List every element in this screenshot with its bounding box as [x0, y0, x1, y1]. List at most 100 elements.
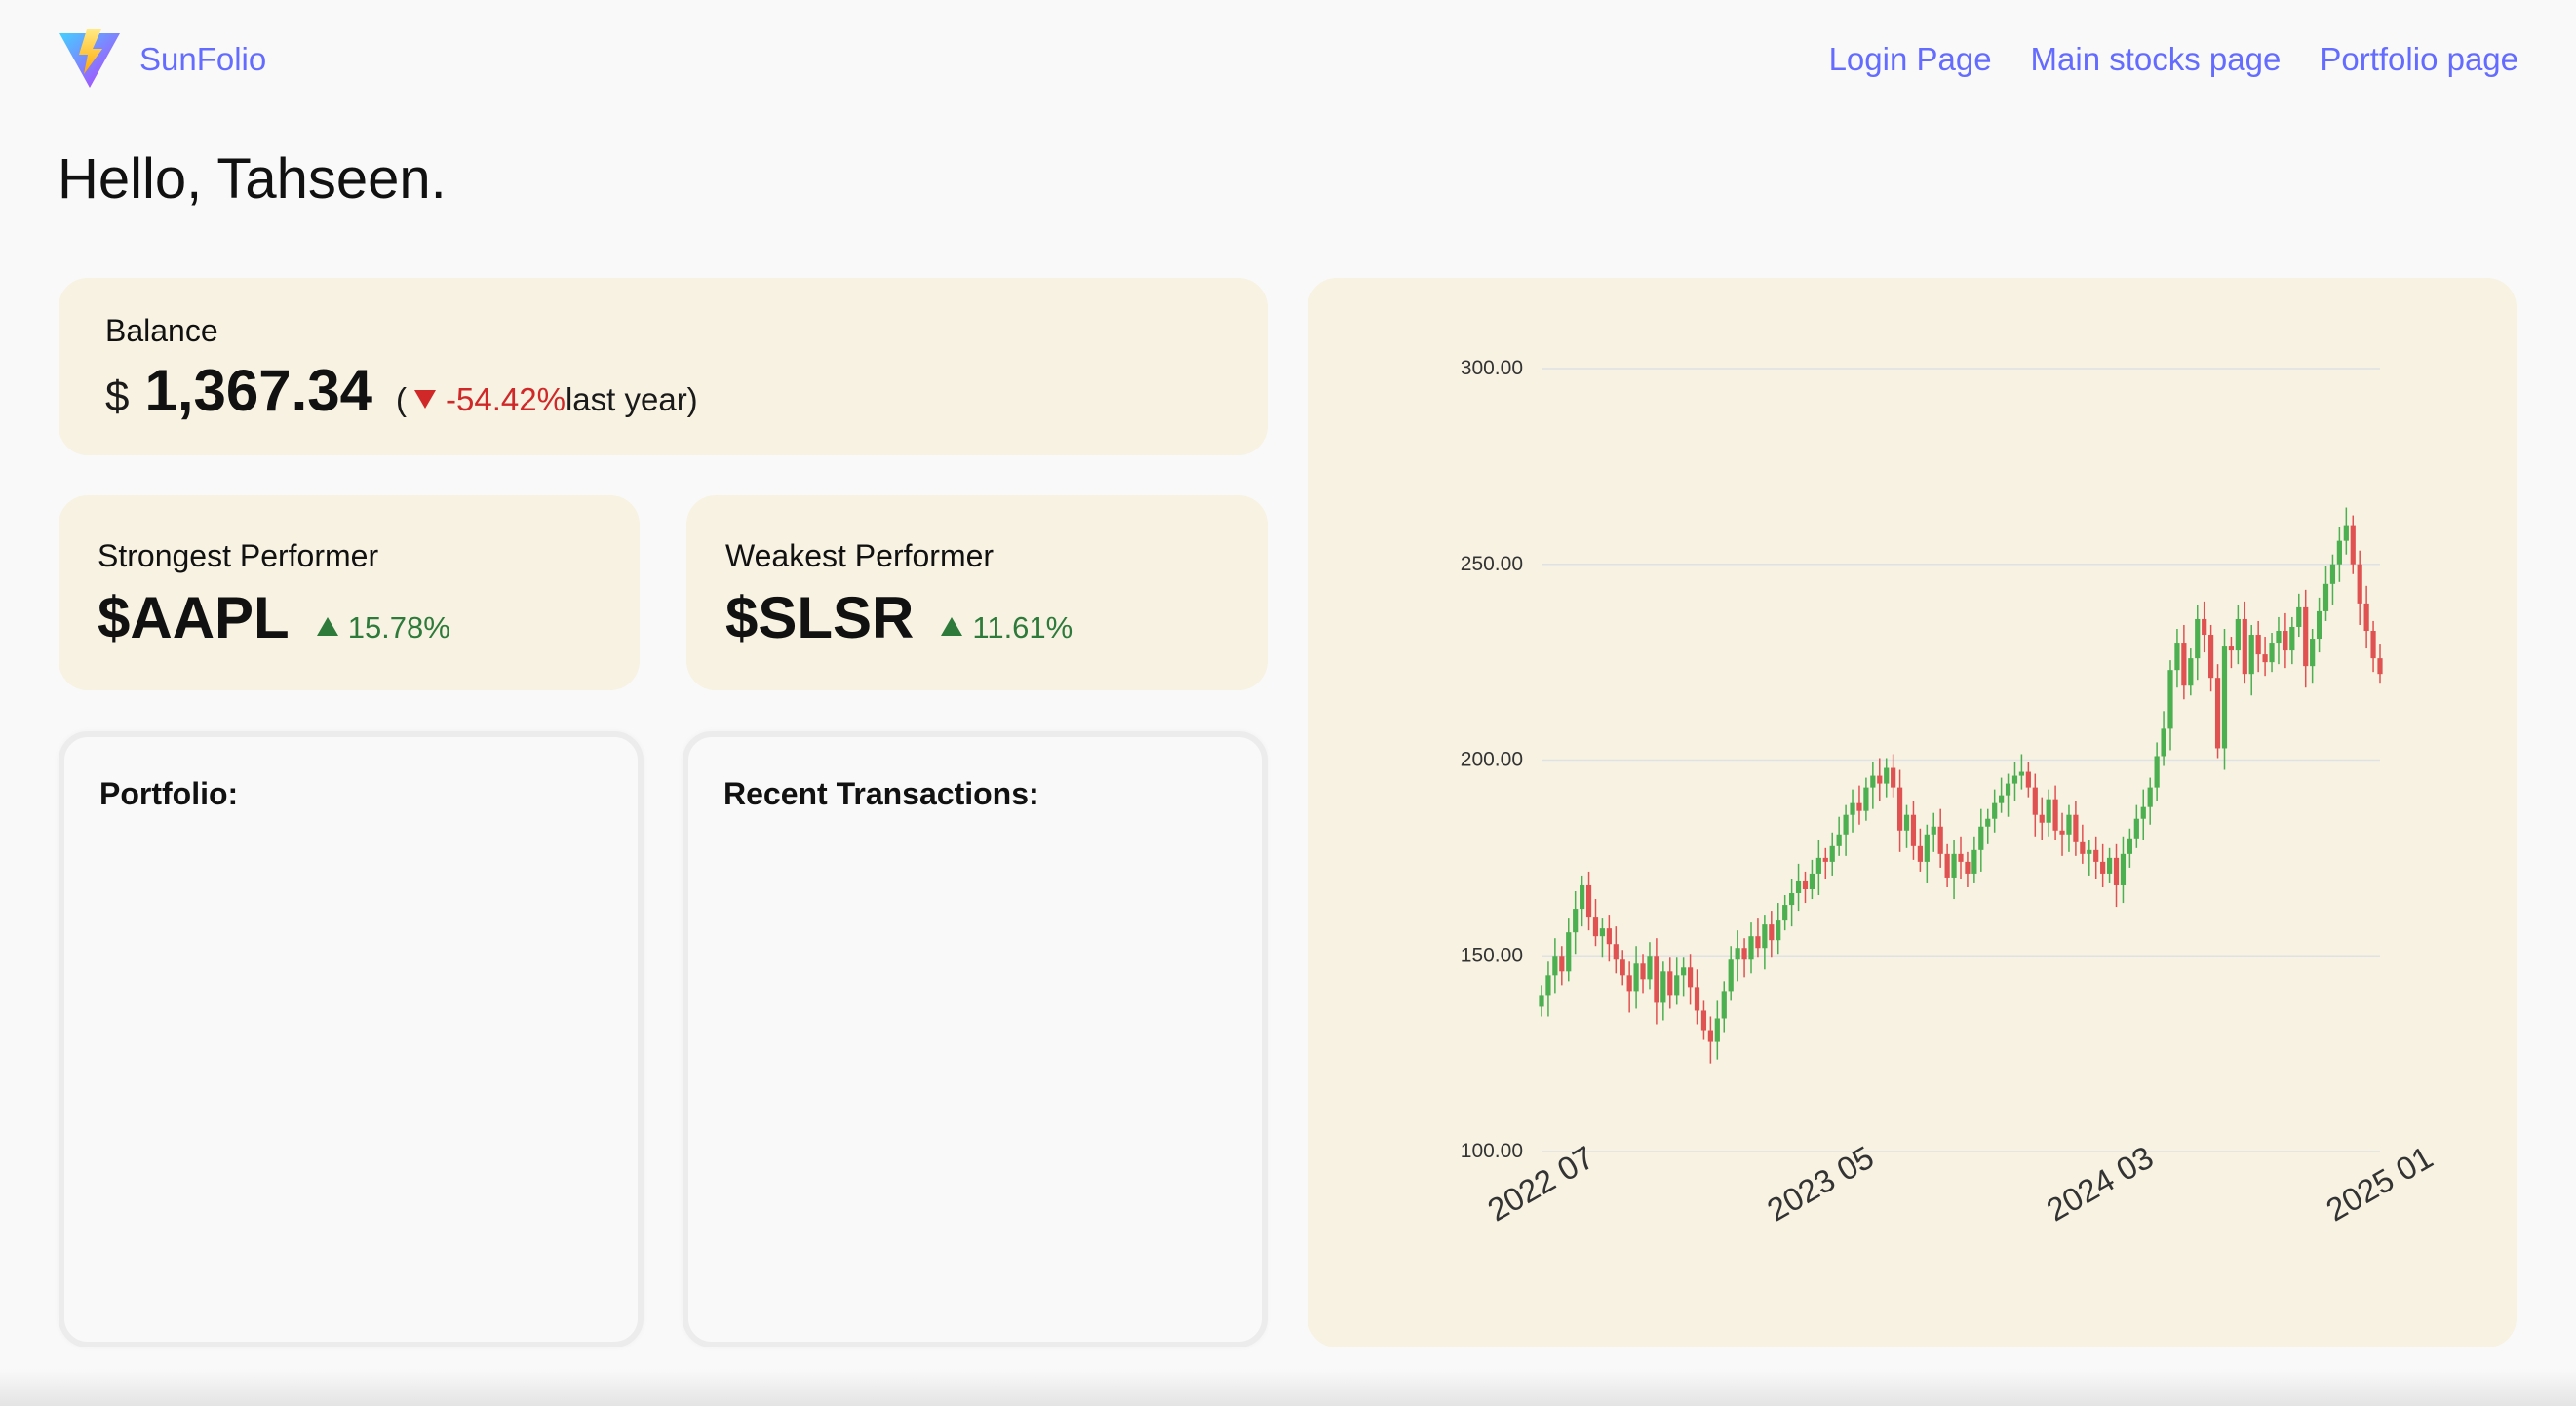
- candle-body: [2025, 771, 2031, 788]
- candle-body: [2370, 631, 2376, 659]
- candle-body: [1910, 814, 1917, 846]
- candle-body: [1721, 991, 1727, 1019]
- candle-body: [1748, 936, 1754, 960]
- candle-body: [1755, 936, 1761, 949]
- vite-logo-icon: [58, 27, 122, 92]
- candle-body: [1992, 802, 1998, 819]
- weakest-change: 11.61%: [941, 610, 1073, 645]
- candle-body: [1647, 956, 1653, 980]
- candle-body: [2296, 606, 2302, 627]
- candle-body: [1829, 845, 1835, 862]
- open-paren: (: [396, 381, 408, 417]
- weakest-performer-card: Weakest Performer $SLSR 11.61%: [686, 495, 1268, 690]
- candle-body: [2377, 658, 2383, 675]
- candle-body: [1782, 905, 1788, 921]
- strongest-change-percent: 15.78%: [347, 610, 450, 644]
- candle-body: [1735, 948, 1740, 960]
- portfolio-panel: Portfolio:: [59, 731, 644, 1347]
- candle-body: [2106, 857, 2113, 874]
- candle-body: [2167, 670, 2173, 729]
- candle-body: [1552, 956, 1558, 976]
- candle-body: [2127, 838, 2132, 854]
- candle-body: [1769, 924, 1775, 941]
- candle-body: [1613, 944, 1619, 960]
- candle-body: [2228, 646, 2235, 651]
- brand-name: SunFolio: [139, 41, 267, 77]
- balance-value: 1,367.34: [144, 358, 373, 423]
- candle-body: [1971, 849, 1977, 874]
- candle-body: [1870, 775, 1876, 788]
- y-tick-label: 250.00: [1461, 553, 1523, 575]
- candle-body: [2018, 771, 2025, 776]
- candle-body: [2276, 631, 2282, 644]
- candle-body: [2140, 806, 2146, 819]
- candle-body: [2133, 818, 2139, 839]
- candle-body: [1896, 787, 1903, 831]
- candle-body: [2269, 643, 2275, 663]
- candle-body: [1965, 861, 1971, 874]
- greeting-heading: Hello, Tahseen.: [58, 147, 447, 211]
- candle-body: [2161, 728, 2166, 757]
- candle-body: [1863, 787, 1869, 811]
- candle-body: [1836, 834, 1842, 846]
- candle-body: [1937, 826, 1943, 854]
- candle-body: [1741, 948, 1747, 960]
- candle-body: [2303, 606, 2309, 667]
- candle-body: [2336, 540, 2342, 565]
- weakest-ticker: $SLSR: [725, 585, 915, 650]
- candle-body: [1667, 971, 1673, 996]
- y-tick-label: 150.00: [1461, 944, 1523, 966]
- nav-portfolio-link[interactable]: Portfolio page: [2320, 41, 2518, 77]
- candle-body: [2357, 564, 2362, 604]
- candle-body: [1626, 975, 1632, 992]
- candle-body: [1917, 845, 1923, 862]
- candle-body: [2329, 564, 2336, 584]
- candle-body: [2154, 756, 2160, 788]
- nav-login-link[interactable]: Login Page: [1828, 41, 1992, 77]
- candle-body: [2363, 603, 2369, 632]
- candle-body: [1795, 880, 1802, 894]
- candle-body: [1891, 767, 1896, 788]
- balance-label: Balance: [105, 313, 218, 348]
- price-chart-card[interactable]: 100.00 150.00 200.00 250.00 300.00 2022 07 202…: [1308, 278, 2517, 1347]
- candle-body: [2316, 610, 2322, 640]
- candle-body: [2011, 775, 2018, 784]
- candle-body: [2039, 814, 2045, 823]
- candle-body: [2113, 857, 2120, 885]
- candle-body: [1539, 995, 1544, 1007]
- candle-body: [1850, 802, 1855, 815]
- balance-change-period: last year): [565, 381, 698, 417]
- candle-body: [2188, 658, 2194, 686]
- candle-body: [1978, 826, 1984, 850]
- candle-body: [2181, 643, 2187, 686]
- candle-body: [2208, 635, 2214, 679]
- candle-body: [1931, 826, 1936, 835]
- candle-body: [2283, 631, 2288, 651]
- candle-body: [2242, 618, 2247, 675]
- candle-body: [1573, 909, 1579, 933]
- nav-links: Login Page Main stocks page Portfolio pa…: [1829, 41, 2518, 78]
- weakest-label: Weakest Performer: [725, 538, 995, 573]
- candle-body: [1633, 963, 1639, 992]
- transactions-title: Recent Transactions:: [723, 776, 1039, 811]
- candle-body: [2120, 853, 2127, 885]
- candle-body: [2080, 841, 2086, 854]
- candle-body: [1681, 967, 1687, 976]
- brand-link[interactable]: SunFolio: [58, 27, 266, 92]
- candle-body: [2005, 783, 2011, 796]
- nav-main-stocks-link[interactable]: Main stocks page: [2030, 41, 2282, 77]
- candle-body: [1809, 873, 1815, 889]
- currency-symbol: $: [105, 372, 130, 420]
- candle-body: [1606, 928, 1612, 945]
- candle-body: [1802, 880, 1809, 889]
- candle-body: [2310, 639, 2316, 667]
- candle-body: [1585, 884, 1592, 918]
- candle-body: [1580, 884, 1585, 910]
- strongest-row: $AAPL 15.78%: [98, 584, 601, 651]
- candle-body: [2059, 830, 2065, 835]
- weakest-row: $SLSR 11.61%: [725, 584, 1229, 651]
- candle-body: [1843, 814, 1849, 835]
- recent-transactions-panel: Recent Transactions:: [683, 731, 1268, 1347]
- candle-body: [2093, 849, 2099, 862]
